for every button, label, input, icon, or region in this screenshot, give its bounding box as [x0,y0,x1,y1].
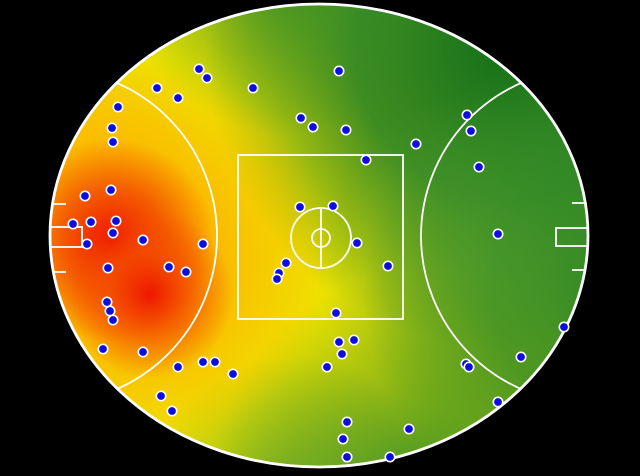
data-point [197,356,209,368]
data-point [384,451,396,463]
data-point [166,405,178,417]
data-point [67,218,79,230]
data-point [321,361,333,373]
data-point [340,124,352,136]
data-point [155,390,167,402]
data-point [558,321,570,333]
data-point [180,266,192,278]
data-point [151,82,163,94]
data-point [227,368,239,380]
fifty-metre-arc-left [50,68,218,404]
data-point [107,227,119,239]
data-point [333,65,345,77]
data-point [351,237,363,249]
data-points [67,63,570,463]
data-point [341,416,353,428]
data-point [112,101,124,113]
data-point [327,200,339,212]
data-point [137,234,149,246]
data-point [492,228,504,240]
data-point [492,396,504,408]
data-point [271,273,283,285]
data-point [107,136,119,148]
data-point [197,238,209,250]
data-point [337,433,349,445]
data-point [102,262,114,274]
data-point [473,161,485,173]
data-point [336,348,348,360]
fifty-metre-arc-right [420,68,588,404]
centre-square [237,154,404,320]
data-point [163,261,175,273]
data-point [295,112,307,124]
data-point [79,190,91,202]
goal-square-right [555,227,588,247]
data-point [465,125,477,137]
data-point [360,154,372,166]
data-point [110,215,122,227]
data-point [172,92,184,104]
data-point [382,260,394,272]
field-boundary [48,2,590,469]
data-point [410,138,422,150]
data-point [137,346,149,358]
data-point [209,356,221,368]
data-point [280,257,292,269]
data-point [172,361,184,373]
data-point [247,82,259,94]
data-point [104,305,116,317]
data-point [81,238,93,250]
data-point [307,121,319,133]
data-point [105,184,117,196]
data-point [85,216,97,228]
data-point [461,109,473,121]
data-point [97,343,109,355]
data-point [101,296,113,308]
data-point [333,336,345,348]
data-point [106,122,118,134]
data-point [107,314,119,326]
data-point [341,451,353,463]
data-point [403,423,415,435]
data-point [515,351,527,363]
data-point [193,63,205,75]
data-point [294,201,306,213]
data-point [330,307,342,319]
goal-square-left [50,226,83,248]
data-point [348,334,360,346]
data-point [463,361,475,373]
data-point [201,72,213,84]
